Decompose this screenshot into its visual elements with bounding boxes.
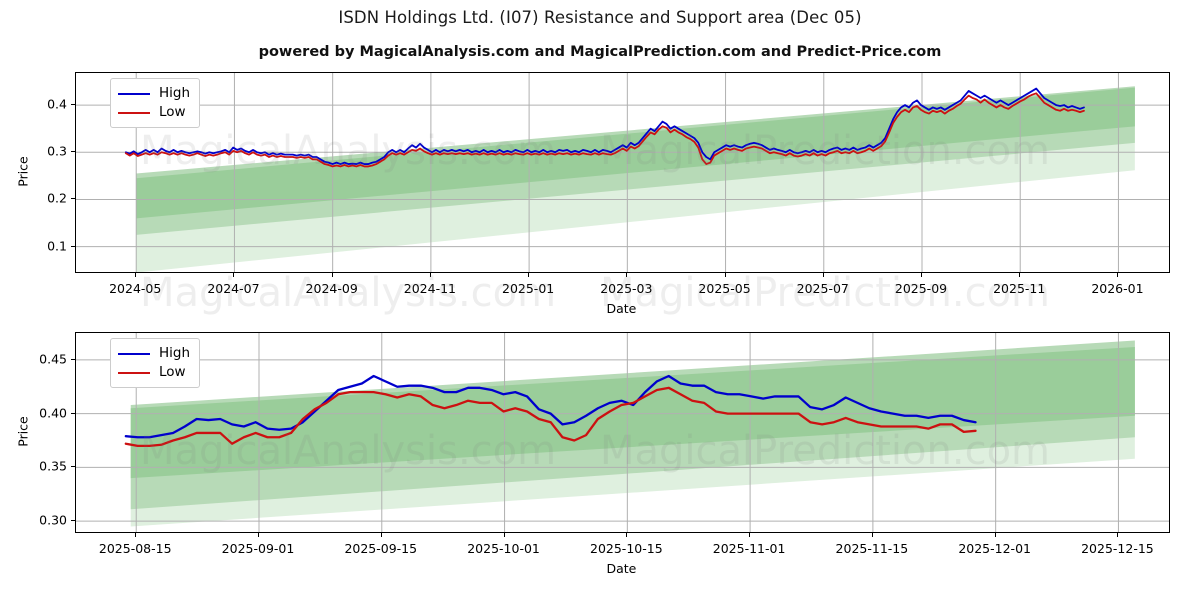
x-tick-mark	[749, 533, 750, 537]
x-axis-tick-label: 2024-05	[109, 281, 161, 296]
page-subtitle: powered by MagicalAnalysis.com and Magic…	[0, 44, 1200, 60]
x-axis-tick-label: 2025-07	[797, 281, 849, 296]
y-axis-tick-label: 0.45	[27, 351, 67, 366]
y-tick-mark	[71, 246, 75, 247]
x-axis-tick-label: 2025-09-01	[222, 541, 295, 556]
legend-swatch-low	[118, 372, 150, 374]
x-tick-mark	[921, 273, 922, 277]
x-axis-tick-label: 2024-07	[207, 281, 259, 296]
y-axis-tick-label: 0.40	[27, 405, 67, 420]
chart-figure: ISDN Holdings Ltd. (I07) Resistance and …	[0, 0, 1200, 600]
x-tick-mark	[135, 533, 136, 537]
x-axis-tick-label: 2025-11-15	[836, 541, 909, 556]
y-tick-mark	[71, 413, 75, 414]
legend-label-low: Low	[159, 366, 186, 380]
x-tick-mark	[430, 273, 431, 277]
y-tick-mark	[71, 151, 75, 152]
page-title: ISDN Holdings Ltd. (I07) Resistance and …	[0, 8, 1200, 27]
x-tick-mark	[233, 273, 234, 277]
bottom-chart-axes	[75, 332, 1170, 533]
x-axis-tick-label: 2025-09	[895, 281, 947, 296]
y-axis-tick-label: 0.1	[27, 238, 67, 253]
bottom-chart-svg	[76, 333, 1169, 532]
x-tick-mark	[1019, 273, 1020, 277]
x-tick-mark	[1117, 533, 1118, 537]
y-axis-tick-label: 0.2	[27, 191, 67, 206]
x-axis-tick-label: 2025-10-15	[590, 541, 663, 556]
x-axis-tick-label: 2025-03	[600, 281, 652, 296]
top-chart-plot-area	[76, 73, 1169, 272]
x-tick-mark	[381, 533, 382, 537]
x-axis-tick-label: 2025-09-15	[344, 541, 417, 556]
x-axis-tick-label: 2025-08-15	[99, 541, 172, 556]
legend-swatch-high	[118, 93, 150, 95]
top-chart-axes	[75, 72, 1170, 273]
y-tick-mark	[71, 359, 75, 360]
x-tick-mark	[528, 273, 529, 277]
legend-row-low[interactable]: Low	[118, 363, 190, 382]
bottom-chart-plot-area	[76, 333, 1169, 532]
top-chart-svg	[76, 73, 1169, 272]
x-tick-mark	[823, 273, 824, 277]
bottom-chart-x-axis-title: Date	[607, 561, 637, 576]
x-tick-mark	[258, 533, 259, 537]
top-chart-y-axis-title: Price	[16, 151, 31, 191]
y-axis-tick-label: 0.35	[27, 459, 67, 474]
top-chart-x-axis-title: Date	[607, 301, 637, 316]
y-tick-mark	[71, 520, 75, 521]
x-tick-mark	[1117, 273, 1118, 277]
bottom-chart-legend: High Low	[110, 338, 200, 388]
legend-label-low: Low	[159, 106, 186, 120]
x-tick-mark	[626, 273, 627, 277]
legend-swatch-high	[118, 353, 150, 355]
x-axis-tick-label: 2025-11-01	[713, 541, 786, 556]
y-axis-tick-label: 0.3	[27, 144, 67, 159]
legend-row-low[interactable]: Low	[118, 103, 190, 122]
x-tick-mark	[626, 533, 627, 537]
x-tick-mark	[332, 273, 333, 277]
top-chart-legend: High Low	[110, 78, 200, 128]
x-axis-tick-label: 2024-11	[404, 281, 456, 296]
x-tick-mark	[872, 533, 873, 537]
x-axis-tick-label: 2025-05	[698, 281, 750, 296]
bottom-chart-y-axis-title: Price	[16, 411, 31, 451]
y-axis-tick-label: 0.4	[27, 97, 67, 112]
x-axis-tick-label: 2024-09	[306, 281, 358, 296]
y-tick-mark	[71, 104, 75, 105]
y-tick-mark	[71, 198, 75, 199]
legend-label-high: High	[159, 347, 190, 361]
legend-row-high[interactable]: High	[118, 84, 190, 103]
x-axis-tick-label: 2026-01	[1091, 281, 1143, 296]
legend-label-high: High	[159, 87, 190, 101]
y-axis-tick-label: 0.30	[27, 513, 67, 528]
x-axis-tick-label: 2025-11	[993, 281, 1045, 296]
legend-row-high[interactable]: High	[118, 344, 190, 363]
legend-swatch-low	[118, 112, 150, 114]
x-axis-tick-label: 2025-12-01	[958, 541, 1031, 556]
x-tick-mark	[995, 533, 996, 537]
x-axis-tick-label: 2025-12-15	[1081, 541, 1154, 556]
x-axis-tick-label: 2025-10-01	[467, 541, 540, 556]
x-axis-tick-label: 2025-01	[502, 281, 554, 296]
x-tick-mark	[504, 533, 505, 537]
x-tick-mark	[135, 273, 136, 277]
x-tick-mark	[725, 273, 726, 277]
y-tick-mark	[71, 466, 75, 467]
